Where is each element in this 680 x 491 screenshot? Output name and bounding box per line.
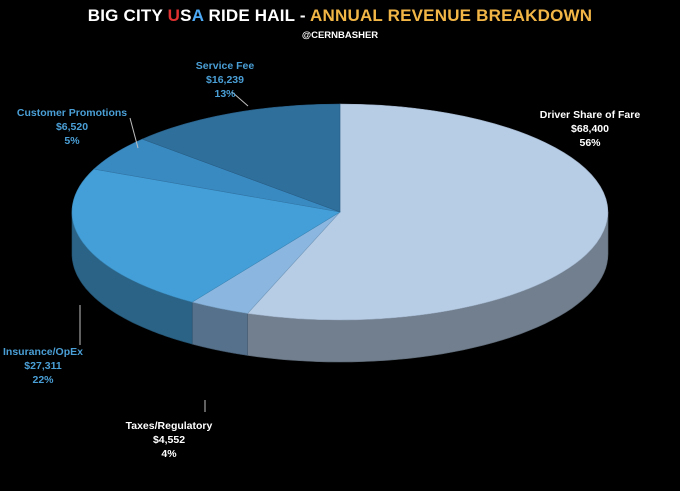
slice-label-3: Customer Promotions $6,520 5% (0, 106, 144, 148)
title-part-3: ANNUAL REVENUE BREAKDOWN (310, 6, 593, 25)
slice-value: $68,400 (571, 123, 609, 135)
title-letter-a: A (191, 6, 204, 25)
slice-value: $4,552 (152, 434, 186, 446)
title-part-2: RIDE HAIL - (203, 6, 311, 25)
slice-label-2: Insurance/OpEx $27,311 22% (0, 345, 86, 387)
slice-2 (71, 168, 341, 303)
slice-name: Taxes/Regulatory (125, 420, 213, 432)
leader-line-4 (231, 91, 249, 107)
slice-label-4: Service Fee $16,239 13% (170, 59, 280, 101)
leader-line-3 (129, 117, 139, 149)
slice-name: Customer Promotions (16, 107, 128, 119)
slice-percent: 56% (579, 137, 601, 149)
chart-title: BIG CITY USA RIDE HAIL - ANNUAL REVENUE … (0, 6, 680, 26)
slice-name: Insurance/OpEx (3, 346, 83, 358)
slice-value: $27,311 (24, 360, 62, 372)
slice-0 (246, 103, 609, 321)
slice-percent: 22% (32, 374, 54, 386)
slice-label-0: Driver Share of Fare $68,400 56% (520, 108, 660, 150)
slice-value: $16,239 (206, 74, 244, 86)
slice-percent: 5% (64, 135, 80, 147)
slice-percent: 4% (161, 448, 177, 460)
slice-label-1: Taxes/Regulatory $4,552 4% (104, 419, 234, 461)
title-part-1: BIG CITY (87, 6, 168, 25)
slice-percent: 13% (214, 88, 236, 100)
title-letter-s: S (180, 6, 192, 25)
slice-4 (141, 103, 341, 213)
chart-subtitle: @CERNBASHER (301, 30, 379, 41)
title-letter-u: U (167, 6, 181, 25)
slice-value: $6,520 (55, 121, 89, 133)
slice-name: Driver Share of Fare (539, 109, 641, 121)
slice-name: Service Fee (195, 60, 255, 72)
